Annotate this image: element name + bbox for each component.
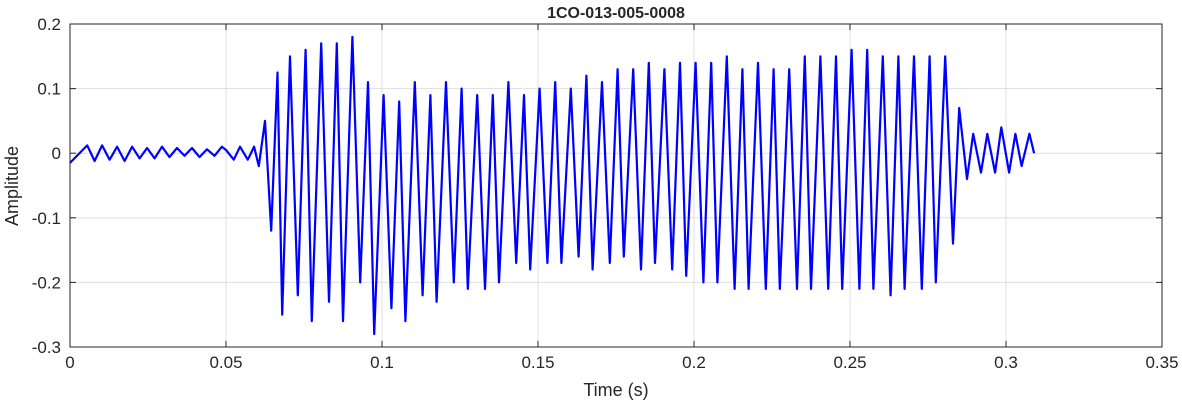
x-tick-label: 0.1 <box>370 353 394 372</box>
plot-frame <box>69 23 1163 348</box>
y-tick-label: 0.2 <box>37 15 61 34</box>
ticks: 0 0.05 0.1 0.15 0.2 0.25 0.3 0.35 -0.3 -0.2 -0.1 0 0… <box>32 15 1179 372</box>
y-axis-label: Amplitude <box>2 146 22 226</box>
y-tick-label: 0.1 <box>37 80 61 99</box>
y-tick-label: 0 <box>52 144 61 163</box>
x-tick-label: 0.25 <box>833 353 866 372</box>
y-tick-label: -0.3 <box>32 338 61 357</box>
y-tick-label: -0.2 <box>32 273 61 292</box>
x-tick-label: 0.2 <box>682 353 706 372</box>
x-tick-label: 0.35 <box>1145 353 1178 372</box>
x-tick-label: 0.05 <box>209 353 242 372</box>
x-tick-label: 0 <box>65 353 74 372</box>
waveform-line <box>69 35 1036 336</box>
plot-area <box>70 24 1162 347</box>
x-tick-label: 0.3 <box>994 353 1018 372</box>
chart-title: 1CO-013-005-0008 <box>547 5 685 22</box>
series-layer <box>69 35 1036 336</box>
x-tick-label: 0.15 <box>521 353 554 372</box>
y-tick-label: -0.1 <box>32 209 61 228</box>
x-axis-label: Time (s) <box>583 380 648 400</box>
